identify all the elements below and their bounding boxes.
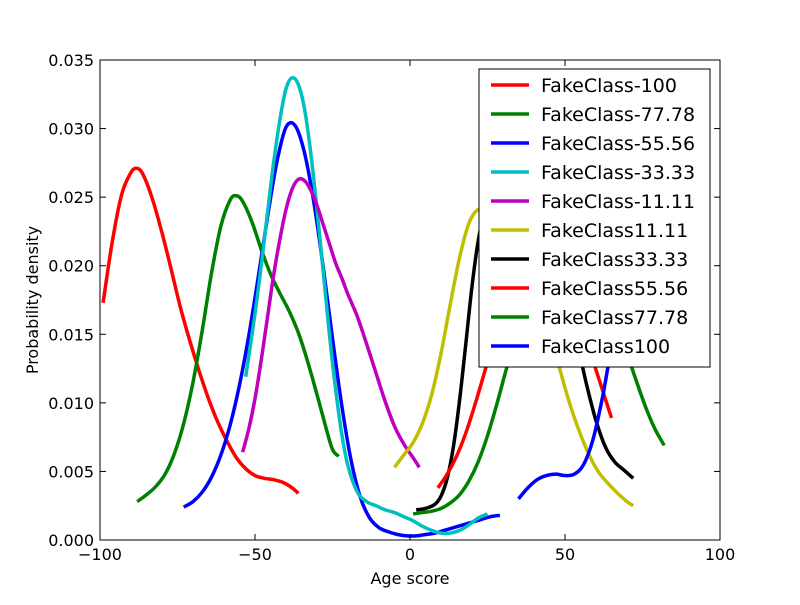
legend-entry: FakeClass33.33 <box>541 249 688 271</box>
series-line-2 <box>136 193 340 504</box>
legend-entry: FakeClass55.56 <box>541 278 688 300</box>
legend-entry: FakeClass-33.33 <box>541 162 695 184</box>
legend-entry: FakeClass-11.11 <box>541 191 695 213</box>
x-tick-label: 100 <box>705 545 736 564</box>
legend-entry: FakeClass11.11 <box>541 220 688 242</box>
x-tick-label: 0 <box>405 545 415 564</box>
x-tick-label: −100 <box>78 545 122 564</box>
y-tick-label: 0.015 <box>48 325 94 344</box>
axis-ticks: −100 −50 0 50 100 0.000 0.005 0.010 0.015 0.020 0.… <box>48 51 735 564</box>
legend-entry: FakeClass100 <box>541 336 670 358</box>
x-axis-label: Age score <box>370 569 449 588</box>
y-tick-label: 0.030 <box>48 120 94 139</box>
y-axis-label: Probability density <box>23 226 42 374</box>
legend-entry: FakeClass-55.56 <box>541 133 695 155</box>
y-tick-label: 0.010 <box>48 394 94 413</box>
legend-entry: FakeClass-77.78 <box>541 104 695 126</box>
series-line-4 <box>243 75 489 536</box>
series-line-5 <box>240 176 421 469</box>
y-tick-label: 0.000 <box>48 531 94 550</box>
x-tick-label: −50 <box>238 545 272 564</box>
y-tick-label: 0.035 <box>48 51 94 70</box>
legend-entry: FakeClass77.78 <box>541 307 688 329</box>
y-tick-label: 0.020 <box>48 257 94 276</box>
y-tick-label: 0.005 <box>48 462 94 481</box>
series-line-3 <box>182 120 501 538</box>
legend: FakeClass-100 FakeClass-77.78 FakeClass-55… <box>478 68 711 368</box>
y-tick-label: 0.025 <box>48 188 94 207</box>
series-line-1 <box>101 166 300 495</box>
legend-entry: FakeClass-100 <box>541 75 677 97</box>
x-tick-label: 50 <box>555 545 575 564</box>
